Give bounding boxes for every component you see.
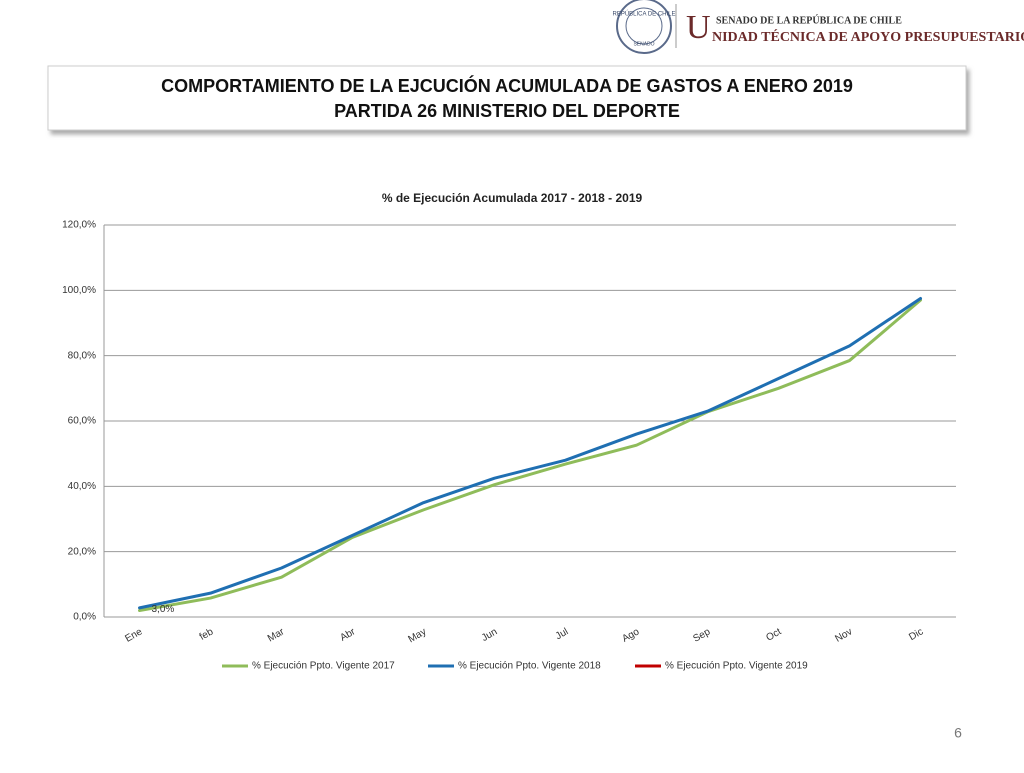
x-tick-label: Oct bbox=[764, 626, 783, 643]
seal-top: REPÚBLICA DE CHILE bbox=[612, 11, 675, 18]
x-tick-label: feb bbox=[198, 626, 216, 643]
x-tick-label: Nov bbox=[833, 626, 854, 644]
x-tick-label: Jul bbox=[554, 626, 571, 642]
legend-label: % Ejecución Ppto. Vigente 2018 bbox=[458, 661, 601, 672]
y-tick-label: 80,0% bbox=[68, 350, 96, 361]
plot: 0,0% 20,0% 40,0% 60,0% 80,0% 100,0% 120,0% Ene f… bbox=[62, 220, 956, 672]
legend-label: % Ejecución Ppto. Vigente 2019 bbox=[665, 661, 808, 672]
senate-name: SENADO DE LA REPÚBLICA DE CHILE bbox=[716, 14, 902, 26]
seal bbox=[616, 0, 672, 54]
y-tick-label: 100,0% bbox=[62, 285, 96, 296]
x-tick-label: Mar bbox=[266, 626, 287, 644]
slide-title: PARTIDA 26 MINISTERIO DEL DEPORTE bbox=[334, 101, 680, 121]
y-tick-label: 40,0% bbox=[68, 481, 96, 492]
x-tick-label: May bbox=[406, 626, 428, 645]
legend-label: % Ejecución Ppto. Vigente 2017 bbox=[252, 661, 395, 672]
x-tick-label: Abr bbox=[338, 626, 358, 644]
y-tick-label: 120,0% bbox=[62, 220, 96, 231]
x-tick-label: Jun bbox=[480, 626, 499, 644]
x-tick-label: Ene bbox=[123, 626, 144, 645]
x-tick-label: Ago bbox=[620, 626, 641, 645]
x-tick-label: Sep bbox=[691, 626, 712, 645]
y-tick-label: 0,0% bbox=[73, 612, 96, 623]
x-tick-label: Dic bbox=[907, 626, 925, 643]
slide-title: COMPORTAMIENTO DE LA EJCUCIÓN ACUMULADA … bbox=[161, 75, 853, 96]
data-label: 3,0% bbox=[152, 604, 175, 615]
chart-title: % de Ejecución Acumulada 2017 - 2018 - 2… bbox=[382, 191, 643, 205]
y-tick-label: 60,0% bbox=[68, 416, 96, 427]
unit-name: NIDAD TÉCNICA DE APOYO PRESUPUESTARIO bbox=[712, 28, 1024, 45]
seal-bottom: SENADO bbox=[633, 41, 654, 47]
page-number: 6 bbox=[954, 725, 962, 741]
series-line bbox=[138, 298, 922, 612]
seal-ring bbox=[625, 7, 663, 45]
title-box bbox=[47, 65, 967, 131]
unit-initial: U bbox=[686, 9, 711, 46]
series-line bbox=[138, 297, 922, 610]
y-tick-label: 20,0% bbox=[68, 546, 96, 557]
